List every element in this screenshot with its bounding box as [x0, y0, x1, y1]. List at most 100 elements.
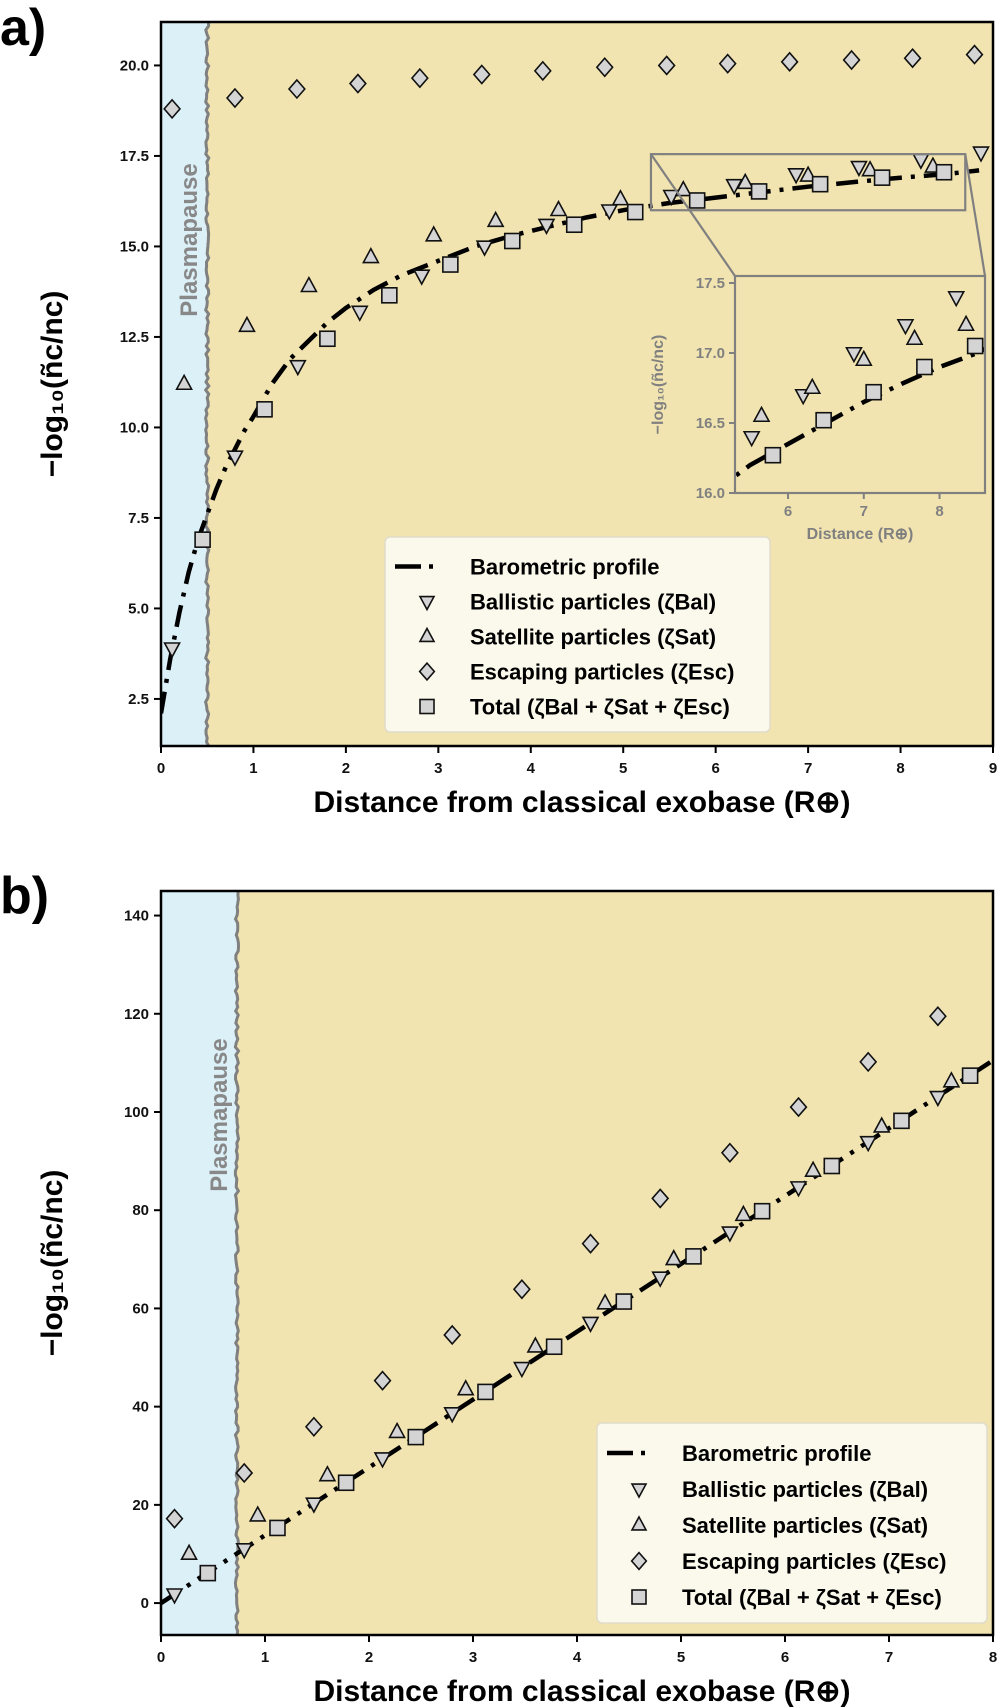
ballistic-marker	[165, 1588, 184, 1605]
escaping-marker	[928, 1006, 947, 1027]
ballistic-marker	[600, 204, 619, 221]
plot-frame	[159, 20, 995, 748]
x-tick-label: 2	[365, 1649, 373, 1666]
x-tick-label: 2	[342, 760, 350, 777]
legend-escaping-marker-icon	[418, 661, 436, 682]
x-tick-label: 3	[469, 1649, 477, 1666]
escaping-marker	[163, 98, 182, 120]
legend-entry: Escaping particles (ζEsc)	[682, 1549, 946, 1574]
legend-entry: Total (ζBal + ζSat + ζEsc)	[470, 695, 730, 720]
y-tick-label: 0	[141, 1595, 149, 1612]
inset-ballistic-marker	[896, 318, 915, 336]
y-tick-label: 40	[132, 1399, 149, 1416]
x-tick-label: 7	[885, 1649, 893, 1666]
total-marker	[565, 216, 583, 234]
total-marker	[823, 1157, 841, 1175]
y-tick-label: 12.5	[120, 329, 149, 346]
legend-entry: Ballistic particles (ζBal)	[470, 590, 716, 615]
inset-satellite-marker	[905, 328, 924, 346]
ballistic-marker	[163, 642, 181, 659]
legend-entry: Escaping particles (ζEsc)	[470, 660, 734, 685]
satellite-marker	[362, 246, 380, 264]
total-marker	[685, 1248, 702, 1265]
inset-y-tick-label: 17.0	[696, 345, 725, 362]
escaping-marker	[651, 1188, 670, 1209]
legend: Barometric profile Ballistic particles (ζ…	[596, 1422, 988, 1624]
satellite-marker	[424, 225, 443, 242]
escaping-marker	[443, 1324, 462, 1346]
x-axis-label: Distance from classical exobase (R⊕)	[313, 1675, 850, 1707]
x-tick-label: 4	[573, 1649, 582, 1666]
escaping-marker	[720, 1142, 739, 1163]
y-tick-label: 140	[124, 908, 149, 925]
inset-satellite-marker	[752, 405, 771, 423]
satellite-marker	[674, 180, 693, 197]
total-marker	[688, 192, 706, 209]
escaping-marker	[512, 1279, 531, 1300]
satellite-marker	[526, 1336, 545, 1353]
ballistic-marker	[787, 167, 805, 185]
panel-a: a) Plasmapause 0 1 2 3 4 5 6 7 8 9 2.5 5.0 7.5 10.0 12.…	[0, 0, 997, 819]
ballistic-marker	[350, 305, 369, 322]
ballistic-marker	[443, 1406, 462, 1424]
ballistic-marker	[929, 1090, 947, 1108]
plasmapause-line	[203, 22, 211, 746]
barometric-profile-line	[161, 1058, 993, 1605]
ballistic-marker	[972, 146, 990, 163]
ballistic-marker	[412, 269, 431, 286]
total-marker	[199, 1564, 217, 1582]
total-marker	[194, 531, 211, 548]
ballistic-marker	[721, 1226, 739, 1243]
plasmapause-line	[233, 891, 241, 1635]
y-tick-label: 2.5	[128, 691, 149, 708]
ballistic-marker	[850, 160, 868, 178]
y-tick-label: 7.5	[128, 510, 149, 527]
satellite-marker	[486, 210, 505, 228]
y-tick-label: 20.0	[120, 57, 149, 74]
legend-total-marker-icon	[631, 1589, 647, 1605]
x-tick-label: 4	[527, 760, 536, 777]
escaping-marker	[581, 1233, 600, 1254]
satellite-marker	[611, 189, 630, 206]
total-marker	[337, 1474, 355, 1492]
inset-x-axis-label: Distance (R⊕)	[807, 526, 914, 543]
escaping-marker	[533, 60, 552, 82]
inset-total-marker	[916, 358, 933, 376]
legend-ballistic-marker-icon	[630, 1483, 648, 1499]
ballistic-marker	[789, 1181, 808, 1198]
total-marker	[753, 1202, 771, 1220]
escaping-marker	[226, 87, 244, 109]
satellite-marker	[549, 199, 568, 217]
inset-total-marker	[764, 446, 782, 464]
inset-ballistic-marker	[742, 430, 761, 448]
x-tick-label: 5	[677, 1649, 685, 1666]
escaping-marker	[859, 1051, 878, 1073]
plasmapause-label: Plasmapause	[176, 163, 203, 316]
panel-a-label: a)	[0, 0, 47, 57]
satellite-marker	[175, 373, 193, 391]
y-axis-label: −log₁₀(ñc/nc)	[36, 291, 69, 478]
legend-satellite-marker-icon	[630, 1515, 648, 1531]
ballistic-marker	[513, 1361, 531, 1379]
legend-entry: Satellite particles (ζSat)	[682, 1513, 928, 1538]
inset: 6 7 8 16.0 16.5 17.0 17.5 Distance (R⊕) −log₁₀(n…	[649, 153, 987, 543]
ballistic-marker	[373, 1452, 392, 1469]
inset-total-marker	[815, 411, 832, 429]
satellite-marker	[238, 315, 256, 333]
inset-satellite-marker	[957, 314, 975, 332]
ballistic-marker	[859, 1135, 878, 1153]
plasmapause-label: Plasmapause	[206, 1038, 233, 1191]
ballistic-marker	[537, 218, 556, 236]
ballistic-marker	[305, 1497, 323, 1514]
escaping-marker	[165, 1508, 184, 1529]
escaping-marker	[348, 73, 367, 94]
total-marker	[961, 1067, 979, 1084]
escaping-marker	[842, 49, 861, 71]
satellite-marker	[300, 275, 318, 293]
inset-y-tick-label: 16.0	[696, 485, 725, 502]
chart-a: Plasmapause 0 1 2 3 4 5 6 7 8 9 2.5 5.0 7.5 10.0 12.5 15…	[36, 20, 997, 819]
escaping-marker	[780, 51, 799, 73]
y-tick-label: 15.0	[120, 238, 149, 255]
x-tick-label: 0	[157, 1649, 165, 1666]
satellite-marker	[736, 172, 755, 190]
